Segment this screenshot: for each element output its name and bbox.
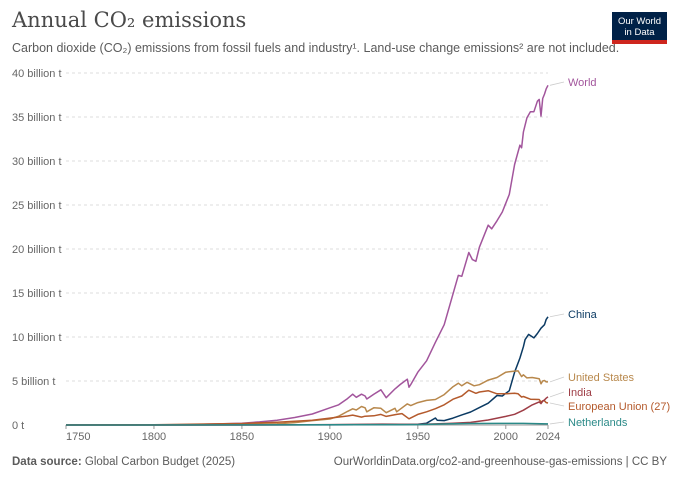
x-tick-label: 1850: [230, 431, 254, 443]
y-tick-label: 40 billion t: [12, 68, 62, 80]
y-tick-label: 35 billion t: [12, 112, 62, 124]
x-tick-label: 1800: [142, 431, 166, 443]
owid-logo[interactable]: Our World in Data: [612, 12, 667, 44]
y-tick-label: 10 billion t: [12, 332, 62, 344]
series-line-china[interactable]: [65, 316, 549, 426]
series-line-world[interactable]: [65, 84, 549, 426]
x-tick-label: 1950: [406, 431, 430, 443]
series-label[interactable]: European Union (27): [568, 401, 670, 413]
series-label[interactable]: World: [568, 77, 597, 89]
series-label[interactable]: United States: [568, 372, 635, 384]
logo-line-2: in Data: [624, 27, 655, 38]
x-tick-label: 1900: [318, 431, 342, 443]
source-value: Global Carbon Budget (2025): [84, 456, 236, 468]
label-connector: [549, 391, 565, 398]
label-connector: [549, 402, 565, 407]
label-connector: [549, 421, 565, 425]
series-line-united-states[interactable]: [66, 370, 548, 426]
y-tick-label: 30 billion t: [12, 156, 62, 168]
series-label[interactable]: India: [568, 387, 593, 399]
footer-link[interactable]: OurWorldinData.org/co2-and-greenhouse-ga…: [334, 456, 667, 468]
series-label[interactable]: Netherlands: [568, 417, 628, 429]
grid-lines: [65, 72, 549, 429]
source-url[interactable]: OurWorldinData.org/co2-and-greenhouse-ga…: [333, 456, 623, 468]
chart-title: Annual CO₂ emissions: [12, 8, 247, 32]
y-tick-label: 20 billion t: [12, 244, 62, 256]
y-tick-label: 15 billion t: [12, 288, 62, 300]
series-line-european-union-27[interactable]: [65, 389, 549, 426]
y-tick-label: 25 billion t: [12, 200, 62, 212]
y-tick-label: 0 t: [12, 420, 24, 432]
series-line-netherlands[interactable]: [65, 422, 549, 426]
label-connector: [549, 313, 565, 318]
x-tick-label: 2000: [494, 431, 518, 443]
x-tick-label: 2024: [536, 431, 560, 443]
x-tick-label: 1750: [66, 431, 90, 443]
series-lines: [65, 84, 549, 426]
series-labels: World China United States European Union (2…: [549, 77, 670, 429]
x-axis-labels: 1750 1800 1850 1900 1950 2000 2024: [66, 431, 560, 443]
data-source: Data source: Global Carbon Budget (2025): [12, 456, 235, 468]
y-tick-label: 5 billion t: [12, 376, 55, 388]
label-connector: [549, 81, 565, 86]
logo-line-1: Our World: [617, 16, 662, 27]
y-axis-labels: 0 t 5 billion t 10 billion t 15 billion t 20…: [12, 68, 62, 432]
chart-subtitle: Carbon dioxide (CO₂) emissions from foss…: [12, 41, 620, 55]
source-label: Data source:: [12, 456, 82, 468]
license-text: | CC BY: [625, 456, 667, 468]
label-connector: [549, 376, 565, 383]
series-label[interactable]: China: [568, 309, 598, 321]
